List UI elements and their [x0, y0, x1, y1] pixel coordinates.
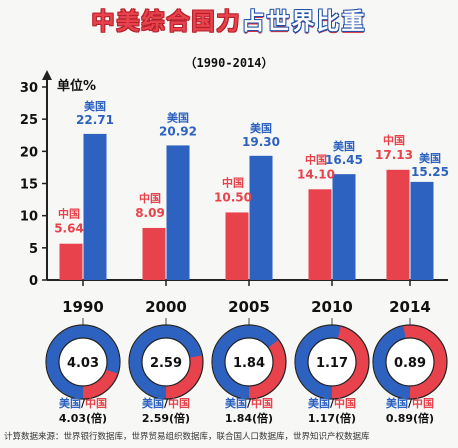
x-tick-label: 2000: [145, 298, 187, 316]
ratio-value-label: 1.17(倍): [308, 411, 356, 425]
y-tick-label: 25: [20, 113, 38, 128]
chart-subtitle: （1990-2014）: [184, 56, 274, 70]
china-series-name-label: 中国: [305, 152, 327, 166]
y-axis-label: 单位%: [57, 78, 96, 94]
china-bar: [59, 243, 83, 280]
ratio-caption: 美国/中国: [308, 396, 356, 410]
usa-bar: [410, 181, 434, 280]
usa-series-name-label: 美国: [167, 110, 189, 124]
ratio-value-label: 2.59(倍): [142, 411, 190, 425]
usa-bar: [166, 145, 190, 280]
usa-value-label: 20.92: [159, 124, 197, 138]
china-series-name-label: 中国: [139, 191, 161, 205]
ratio-caption: 美国/中国: [142, 396, 190, 410]
ratio-center-label: 0.89: [394, 356, 426, 371]
y-tick-label: 5: [29, 242, 38, 257]
ratio-ring-china: [166, 355, 203, 399]
china-bar: [386, 169, 410, 280]
ratio-ring-center: [307, 337, 357, 387]
ratio-ring-outline: [128, 324, 204, 400]
ratio-ring-outline: [211, 324, 287, 400]
china-bar: [225, 212, 249, 280]
usa-series-name-label: 美国: [250, 121, 272, 135]
ratio-ring-center: [224, 337, 274, 387]
china-series-name-label: 中国: [383, 133, 405, 147]
ratio-caption: 美国/中国: [59, 396, 107, 410]
ratio-caption: 美国/中国: [386, 396, 434, 410]
ratio-ring-outline: [294, 324, 370, 400]
ratio-ring-center: [141, 337, 191, 387]
y-axis-arrow: [42, 70, 52, 80]
ratio-value-label: 1.84(倍): [225, 411, 273, 425]
y-tick-label: 30: [20, 81, 38, 96]
ratio-ring-china: [332, 326, 369, 399]
ratio-center-label: 4.03: [67, 356, 99, 371]
usa-value-label: 22.71: [76, 113, 114, 127]
chart-title: 中美综合国力占世界比重: [91, 8, 367, 35]
ratio-center-label: 1.17: [316, 356, 348, 371]
ratio-center-label: 2.59: [150, 356, 182, 371]
china-series-name-label: 中国: [222, 175, 244, 189]
y-tick-label: 10: [20, 210, 38, 225]
ratio-ring-china: [403, 325, 447, 399]
usa-bar: [249, 155, 273, 280]
ratio-ring-center: [58, 337, 108, 387]
x-tick-label: 2005: [228, 298, 270, 316]
china-bar: [142, 227, 166, 280]
y-tick-label: 0: [29, 274, 38, 289]
china-value-label: 8.09: [135, 206, 165, 220]
y-tick-label: 15: [20, 178, 38, 193]
usa-value-label: 16.45: [325, 153, 363, 167]
ratio-center-label: 1.84: [233, 356, 265, 371]
usa-series-name-label: 美国: [84, 99, 106, 113]
x-tick-label: 2010: [311, 298, 353, 316]
y-tick-label: 20: [20, 145, 38, 160]
usa-value-label: 19.30: [242, 135, 280, 149]
china-value-label: 14.10: [297, 167, 335, 181]
ratio-caption: 美国/中国: [225, 396, 273, 410]
ratio-ring-outline: [45, 324, 121, 400]
ratio-ring-china: [83, 369, 119, 399]
china-value-label: 10.50: [214, 190, 252, 204]
ratio-ring-outline: [372, 324, 448, 400]
usa-bar: [83, 133, 107, 280]
usa-series-name-label: 美国: [333, 139, 355, 153]
china-value-label: 5.64: [54, 222, 84, 236]
usa-value-label: 15.25: [411, 165, 449, 179]
x-tick-label: 1990: [62, 298, 104, 316]
usa-series-name-label: 美国: [419, 151, 441, 165]
ratio-value-label: 0.89(倍): [386, 411, 434, 425]
ratio-value-label: 4.03(倍): [59, 411, 107, 425]
ratio-ring-center: [385, 337, 435, 387]
x-tick-label: 2014: [389, 298, 431, 316]
usa-bar: [332, 174, 356, 280]
china-series-name-label: 中国: [58, 207, 80, 221]
china-bar: [308, 189, 332, 280]
china-value-label: 17.13: [375, 148, 413, 162]
data-source-note: 计算数据来源：世界银行数据库，世界贸易组织数据库，联合国人口数据库，世界知识产权…: [4, 432, 370, 442]
